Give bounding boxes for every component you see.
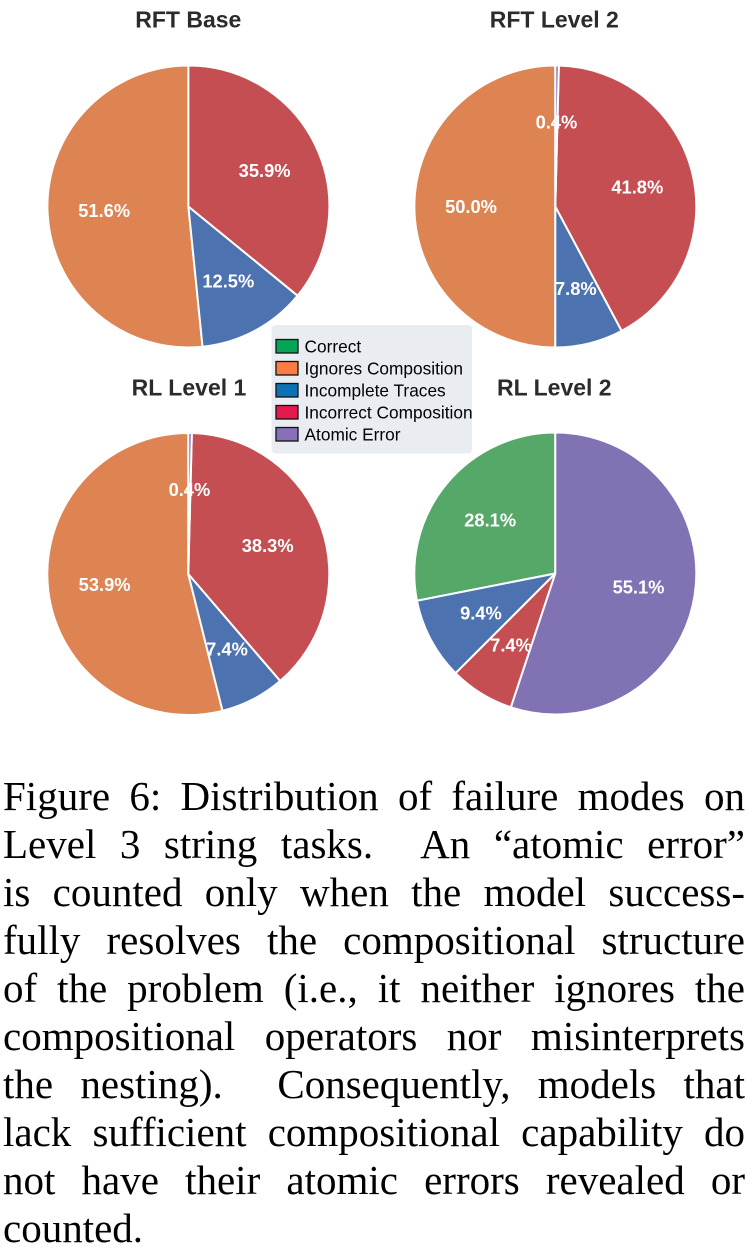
svg-text:35.9%: 35.9% [239, 160, 291, 181]
svg-text:RL Level 2: RL Level 2 [497, 375, 612, 401]
svg-text:28.1%: 28.1% [464, 510, 516, 531]
svg-text:41.8%: 41.8% [611, 177, 663, 198]
svg-text:Correct: Correct [305, 337, 362, 357]
svg-text:55.1%: 55.1% [613, 576, 665, 597]
svg-text:0.4%: 0.4% [169, 479, 211, 500]
svg-text:RFT Level 2: RFT Level 2 [490, 7, 619, 33]
svg-text:7.4%: 7.4% [490, 635, 532, 656]
svg-text:Atomic Error: Atomic Error [305, 425, 401, 445]
svg-text:Ignores Composition: Ignores Composition [305, 359, 464, 379]
svg-text:50.0%: 50.0% [445, 196, 497, 217]
svg-text:Incomplete Traces: Incomplete Traces [305, 381, 447, 401]
svg-text:12.5%: 12.5% [202, 270, 254, 291]
svg-text:Incorrect Composition: Incorrect Composition [305, 403, 473, 423]
svg-text:51.6%: 51.6% [78, 200, 130, 221]
svg-text:53.9%: 53.9% [79, 574, 131, 595]
svg-text:RFT Base: RFT Base [135, 7, 241, 33]
svg-text:9.4%: 9.4% [460, 603, 502, 624]
svg-text:RL Level 1: RL Level 1 [132, 375, 247, 401]
svg-text:7.4%: 7.4% [206, 638, 248, 659]
svg-text:7.8%: 7.8% [555, 278, 597, 299]
svg-text:38.3%: 38.3% [242, 535, 294, 556]
svg-text:0.4%: 0.4% [536, 112, 578, 133]
